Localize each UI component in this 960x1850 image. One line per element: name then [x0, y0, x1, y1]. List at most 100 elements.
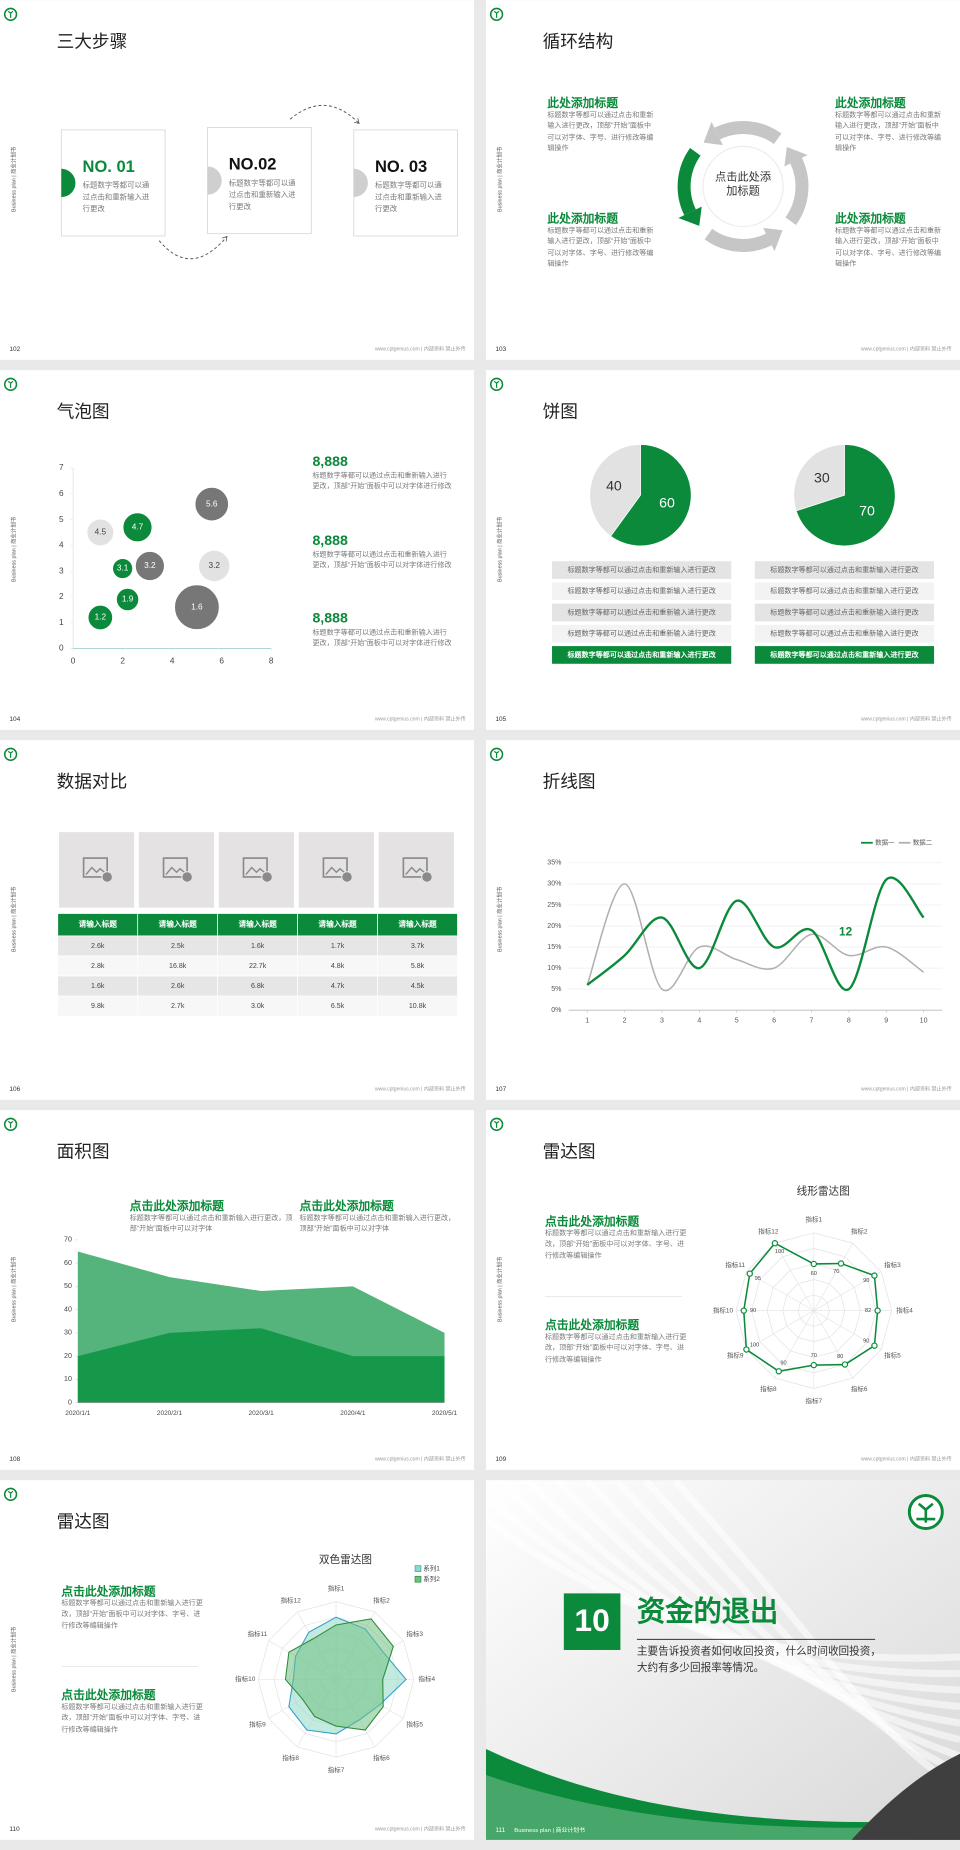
- bubble-label: 1.9: [122, 595, 134, 604]
- slide: Business plan | 商业计划书 108 www.cptgenius.co…: [0, 1110, 474, 1470]
- block-text-box: 标题数字等都可以通过点击和重新输入进行更改，顶部“开始”面板中可以对字体进行修改: [312, 630, 451, 648]
- radar-point: [810, 1260, 817, 1268]
- radar-axis-label: 指标9: [727, 1351, 744, 1360]
- y-tick-label: 35%: [547, 860, 562, 867]
- pie-row: [754, 561, 935, 579]
- step-label: NO.02: [229, 156, 277, 174]
- footer: www.cptgenius.com | 内部资料 禁止外传: [861, 1456, 952, 1463]
- side-label: Business plan | 商业计划书: [10, 886, 18, 952]
- x-tick-label: 6: [219, 657, 224, 666]
- block-text: 标题数字等都可以通过点击和重新输入进行更改，顶部“开始”面板中可以对字体进行修改: [312, 472, 452, 491]
- page-number: 110: [9, 1826, 20, 1833]
- image-icon: [165, 866, 188, 876]
- y-tick-label: 30%: [547, 881, 562, 888]
- legend-swatch: [414, 1565, 422, 1572]
- page-number: 104: [9, 716, 20, 723]
- data-label: 95: [755, 1276, 761, 1282]
- image-icon: [245, 866, 268, 876]
- slide-title: 循环结构: [543, 31, 614, 51]
- slide-background: [486, 370, 960, 730]
- cell-text: 9.8k: [91, 1003, 105, 1010]
- image-icon: [402, 857, 428, 878]
- x-tick-label: 2020/1/1: [65, 1410, 91, 1417]
- footer: www.cptgenius.com | 内部资料 禁止外传: [375, 1826, 466, 1833]
- radar-axis-label: 指标6: [373, 1753, 390, 1762]
- block-heading: 点击此处添加标题: [61, 1688, 155, 1702]
- pie-row-text: 标题数字等都可以通过点击和重新输入进行更改: [567, 607, 715, 616]
- step-text: 标题数字等都可以通过点击和重新输入进行更改: [228, 179, 296, 211]
- bubble: [174, 584, 220, 631]
- bubble-label: 1.2: [95, 613, 107, 622]
- cell-text: 2.6k: [171, 983, 185, 990]
- page-number: 108: [9, 1456, 20, 1463]
- block-text: 标题数字等都可以通过点击和重新输入进行更改，顶部“开始”面板中可以对字体、字号、…: [547, 112, 654, 153]
- header-text: 请输入标题: [398, 919, 437, 929]
- pie-row: [552, 582, 732, 601]
- radar-title: 线形雷达图: [797, 1184, 850, 1197]
- footer: www.cptgenius.com | 内部资料 禁止外传: [375, 346, 466, 353]
- step-label: NO. 03: [375, 158, 427, 176]
- radar-point: [746, 1270, 753, 1277]
- radar-axis-label: 指标9: [249, 1720, 266, 1729]
- cell-text: 2.6k: [91, 943, 105, 950]
- pie-row: [552, 561, 732, 579]
- cell-text: 2.8k: [91, 963, 105, 970]
- page-number: 103: [495, 346, 506, 353]
- radar-axis-label: 指标10: [713, 1305, 734, 1314]
- page-number: 111: [495, 1827, 505, 1834]
- slide-title: 气泡图: [57, 401, 110, 421]
- step-label: NO. 01: [83, 158, 135, 176]
- radar-axis-label: 指标5: [406, 1720, 423, 1729]
- logo-mark: [493, 380, 500, 388]
- page-number: 105: [495, 716, 506, 723]
- pie-row: [754, 624, 935, 643]
- block-heading: 点击此处添加标题: [299, 1199, 393, 1213]
- x-tick-label: 2020/2/1: [157, 1410, 183, 1417]
- y-tick-label: 15%: [547, 944, 562, 951]
- y-tick-label: 0: [59, 644, 64, 653]
- y-tick-label: 20: [64, 1353, 72, 1360]
- background-curve: [672, 1480, 960, 1793]
- x-tick-label: 6: [772, 1018, 776, 1025]
- pie-row: [754, 603, 935, 622]
- image-placeholder: [138, 832, 215, 908]
- radar-point: [810, 1361, 817, 1369]
- cell-text: 2.5k: [171, 943, 185, 950]
- center-text-box: 点击此处添加标题: [715, 171, 771, 199]
- header-text: 请输入标题: [159, 919, 198, 929]
- image-icon: [405, 866, 428, 876]
- block-text: 标题数字等都可以通过点击和重新输入进行更改，顶部“开始”面板中可以对字体、字号、…: [547, 227, 654, 268]
- cycle-arrowhead: [784, 147, 808, 167]
- x-tick-label: 2: [120, 657, 125, 666]
- slide: Business plan | 商业计划书 110 www.cptgenius.co…: [0, 1480, 474, 1840]
- pie-label: 40: [606, 477, 622, 493]
- pie-row-text: 标题数字等都可以通过点击和重新输入进行更改: [769, 650, 919, 659]
- image-icon: [162, 857, 188, 878]
- y-tick-label: 1: [59, 618, 64, 627]
- data-label: 100: [750, 1342, 759, 1348]
- logo-mark: [7, 10, 14, 18]
- radar-point: [841, 1361, 849, 1368]
- x-tick-label: 2020/4/1: [340, 1410, 366, 1417]
- image-placeholder: [378, 832, 454, 908]
- block-text-box: 标题数字等都可以通过点击和重新输入进行更改，顶部“开始”面板中可以对字体、字号、…: [835, 112, 941, 152]
- image-icon: [421, 871, 433, 883]
- pie-row-text: 标题数字等都可以通过点击和重新输入进行更改: [567, 629, 715, 638]
- slide-title: 数据对比: [57, 771, 128, 791]
- footer: www.cptgenius.com | 内部资料 禁止外传: [375, 1086, 466, 1093]
- legend-label: 系列2: [423, 1574, 440, 1583]
- x-tick-label: 8: [847, 1018, 851, 1025]
- block-heading: 点击此处添加标题: [61, 1584, 155, 1598]
- block-text-box: 标题数字等都可以通过点击和重新输入进行更改，顶部“开始”面板中可以对字体、字号、…: [545, 1230, 686, 1259]
- pie-row: [754, 582, 935, 601]
- block-text-box: 标题数字等都可以通过点击和重新输入进行更改，顶部“开始”面板中可以对字体: [299, 1215, 455, 1233]
- x-tick-label: 5: [735, 1018, 739, 1025]
- slide: Business plan | 商业计划书 103 www.cptgenius.co…: [486, 0, 960, 360]
- radar-axis-label: 指标4: [896, 1305, 913, 1314]
- bubble: [115, 587, 140, 612]
- block-text-box: 标题数字等都可以通过点击和重新输入进行更改，顶部“开始”面板中可以对字体、字号、…: [61, 1600, 202, 1629]
- step-tab: [61, 168, 76, 198]
- radar-point: [874, 1307, 881, 1314]
- y-tick-label: 40: [64, 1306, 72, 1313]
